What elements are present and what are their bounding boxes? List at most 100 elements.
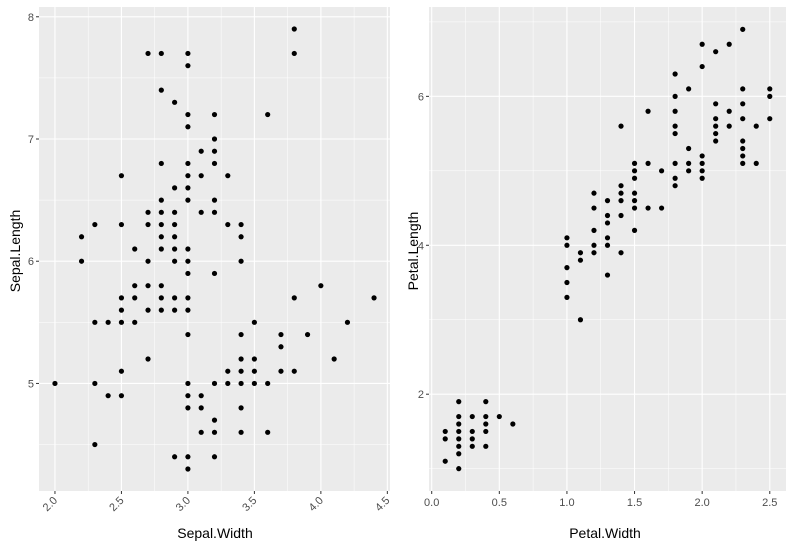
sepal-point-69 [198,209,204,215]
petal-point-32 [591,227,597,233]
petal-point-9 [456,451,462,457]
sepal-point-67 [198,148,204,154]
petal-point-66 [672,183,678,189]
sepal-point-104 [278,331,284,338]
petal-y-axis-title: Petal.Length [405,212,421,291]
petal-x-tick-label-3: 1.5 [627,497,642,509]
sepal-point-53 [185,173,191,179]
sepal-point-83 [211,454,218,460]
sepal-point-23 [145,258,151,264]
petal-point-86 [740,26,746,32]
sepal-point-100 [251,380,257,387]
petal-point-67 [686,86,692,92]
sepal-point-46 [172,307,178,313]
sepal-point-64 [185,405,191,411]
sepal-point-87 [225,380,231,387]
petal-point-41 [618,123,624,129]
petal-y-tick-label-2: 6 [418,91,424,103]
petal-point-24 [564,265,570,271]
petal-point-42 [618,183,624,189]
petal-point-15 [483,399,489,405]
sepal-point-99 [251,368,257,374]
petal-point-54 [645,108,651,114]
petal-points [442,26,773,472]
sepal-point-3 [92,221,98,228]
petal-point-50 [631,190,638,196]
petal-point-79 [713,116,719,122]
petal-point-39 [604,242,611,248]
sepal-point-15 [118,393,125,399]
sepal-point-81 [211,417,218,423]
sepal-point-82 [211,429,218,435]
petal-point-46 [618,250,624,256]
sepal-x-axis-title: Sepal.Width [177,525,252,541]
petal-point-27 [577,250,584,256]
petal-point-30 [591,190,597,196]
sepal-point-57 [185,258,191,264]
petal-point-93 [740,160,746,166]
petal-point-12 [469,428,475,435]
sepal-point-32 [158,221,164,228]
sepal-point-35 [158,283,164,289]
petal-x-tick-label-4: 2.0 [695,497,710,509]
petal-scatter-panel: Petal.Width Petal.Length 0.0 0.5 1.0 1.5 2.0… [405,7,786,541]
petal-point-64 [672,160,678,166]
petal-point-62 [672,123,678,129]
petal-point-94 [753,123,759,129]
sepal-point-10 [118,221,125,228]
petal-point-34 [591,250,597,256]
petal-x-tick-label-5: 2.5 [762,497,777,509]
sepal-point-55 [185,197,191,203]
petal-point-63 [672,130,678,137]
sepal-point-112 [318,283,324,289]
sepal-y-tick-label-3: 8 [28,12,34,24]
sepal-point-56 [185,246,191,252]
petal-point-55 [645,160,651,166]
petal-ticks: 0.0 0.5 1.0 1.5 2.0 2.5 2 4 6 [418,91,778,509]
sepal-point-106 [278,368,284,374]
petal-point-10 [456,466,462,472]
petal-point-11 [469,413,475,420]
petal-point-90 [740,138,746,144]
sepal-point-39 [172,185,178,191]
petal-point-68 [686,145,692,152]
petal-point-74 [699,160,705,166]
sepal-point-114 [344,319,351,325]
sepal-point-1 [78,234,85,240]
sepal-point-0 [52,380,58,387]
petal-point-52 [631,205,638,211]
sepal-y-tick-label-2: 7 [28,134,34,146]
petal-point-1 [442,436,448,442]
sepal-point-66 [185,466,191,472]
sepal-point-108 [291,50,297,57]
petal-point-40 [604,272,611,278]
sepal-point-74 [211,136,218,142]
sepal-point-84 [225,173,231,179]
petal-point-59 [672,71,678,77]
sepal-point-78 [211,209,218,215]
petal-x-tick-label-0: 0.0 [424,497,439,509]
petal-point-92 [740,153,746,159]
sepal-point-71 [198,405,204,411]
petal-point-36 [604,212,611,219]
sepal-point-95 [238,405,244,411]
sepal-point-103 [265,429,271,435]
petal-point-76 [699,175,705,181]
petal-point-19 [483,443,489,449]
sepal-point-77 [211,197,218,203]
sepal-point-26 [145,356,151,362]
sepal-point-43 [172,246,178,252]
petal-y-tick-label-0: 2 [418,389,424,401]
sepal-point-94 [238,380,244,387]
petal-point-5 [456,421,462,427]
petal-point-29 [577,317,584,323]
petal-point-91 [740,145,746,152]
sepal-point-47 [172,454,178,460]
petal-point-22 [564,235,570,241]
sepal-point-62 [185,380,191,387]
petal-point-7 [456,436,462,442]
sepal-point-65 [185,454,191,460]
petal-point-69 [686,160,692,166]
petal-point-28 [577,257,584,263]
petal-point-6 [456,428,462,435]
